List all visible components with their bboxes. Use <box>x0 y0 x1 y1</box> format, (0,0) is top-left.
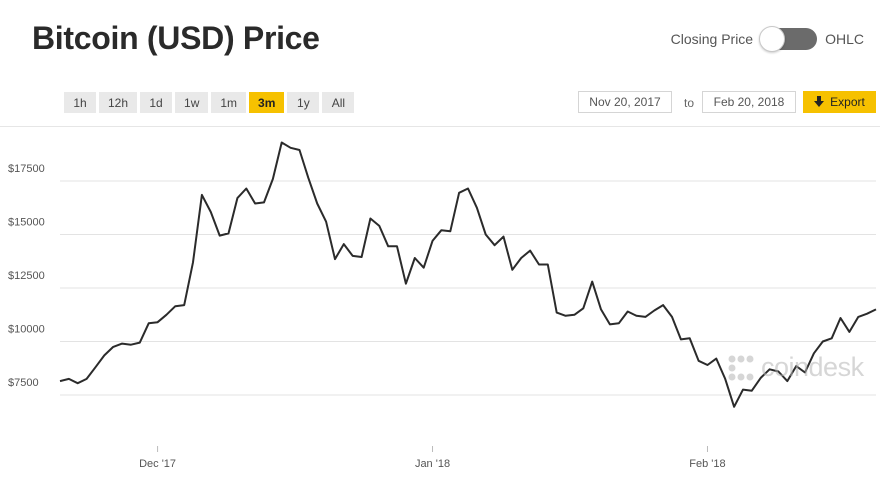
range-button-1y[interactable]: 1y <box>287 92 320 113</box>
x-tick-label: Dec '17 <box>139 458 176 470</box>
coindesk-watermark: coindesk <box>727 352 864 383</box>
closing-price-label: Closing Price <box>670 31 754 47</box>
range-button-3m[interactable]: 3m <box>249 92 285 113</box>
time-range-selector: 1h 12h 1d 1w 1m 3m 1y All <box>64 92 355 113</box>
download-arrow-icon <box>814 96 825 107</box>
closing-price-line <box>59 141 877 408</box>
range-button-12h[interactable]: 12h <box>99 92 138 113</box>
page-title: Bitcoin (USD) Price <box>32 20 320 56</box>
toolbar-divider <box>0 126 880 127</box>
y-tick-label: $15000 <box>8 217 45 229</box>
range-button-1m[interactable]: 1m <box>211 92 247 113</box>
range-button-1w[interactable]: 1w <box>175 92 209 113</box>
price-mode-toggle[interactable] <box>759 26 818 52</box>
price-mode-toggle-group: Closing Price OHLC <box>670 26 864 52</box>
toggle-knob[interactable] <box>759 26 786 52</box>
y-tick-label: $12500 <box>8 270 45 282</box>
end-date-input[interactable]: Feb 20, 2018 <box>702 91 796 113</box>
export-button[interactable]: Export <box>803 91 876 113</box>
y-tick-label: $10000 <box>8 324 45 336</box>
range-button-1d[interactable]: 1d <box>140 92 173 113</box>
date-range-to-label: to <box>684 96 695 110</box>
y-tick-label: $7500 <box>8 377 39 389</box>
coindesk-wordmark: coindesk <box>761 352 864 382</box>
x-tick-label: Jan '18 <box>415 458 450 470</box>
coindesk-logo-icon <box>728 355 754 380</box>
range-button-all[interactable]: All <box>322 92 355 113</box>
ohlc-label: OHLC <box>825 31 864 47</box>
export-label: Export <box>830 95 865 109</box>
start-date-input[interactable]: Nov 20, 2017 <box>578 91 672 113</box>
x-tick-label: Feb '18 <box>689 458 725 470</box>
y-tick-label: $17500 <box>8 163 45 175</box>
range-button-1h[interactable]: 1h <box>64 92 96 113</box>
